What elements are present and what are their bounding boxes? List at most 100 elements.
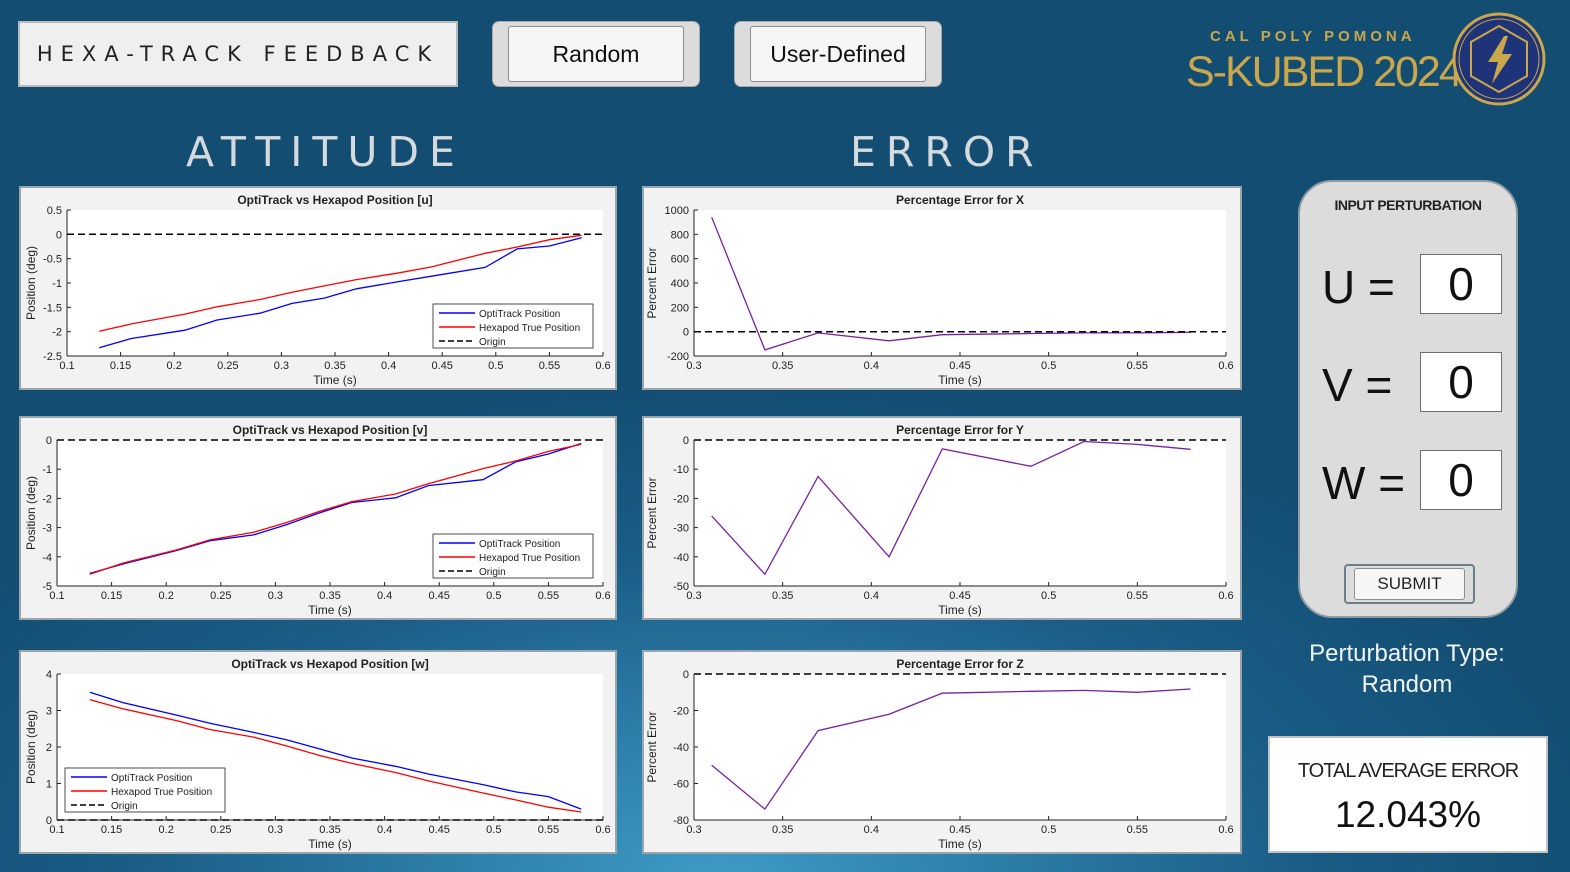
x-tick-label: 0.2 [167, 360, 182, 372]
y-tick-label: -2.5 [43, 351, 62, 363]
y-tick-label: 800 [671, 229, 689, 241]
v-input[interactable]: 0 [1420, 352, 1502, 412]
y-tick-label: 2 [46, 742, 52, 754]
x-tick-label: 0.55 [1127, 360, 1148, 372]
x-tick-label: 0.45 [949, 824, 970, 836]
chart-title: OptiTrack vs Hexapod Position [v] [233, 423, 428, 437]
y-tick-label: 0 [56, 229, 62, 241]
x-tick-label: 0.55 [1127, 824, 1148, 836]
chart-svg: 0.3 0.35 0.4 0.45 0.5 0.55 0.6 -50 -40 -30 -20 -10 0… [644, 418, 1240, 618]
x-tick-label: 0.4 [864, 824, 879, 836]
x-tick-label: 0.1 [49, 824, 64, 836]
input-perturbation-panel: INPUT PERTURBATION U = 0 V = 0 W = 0 SUB… [1298, 180, 1518, 618]
x-tick-label: 0.5 [1041, 590, 1056, 602]
random-button[interactable]: Random [508, 26, 684, 82]
x-axis-label: Time (s) [308, 837, 352, 851]
y-tick-label: -20 [673, 493, 689, 505]
x-tick-label: 0.1 [59, 360, 74, 372]
legend-entry: Origin [479, 567, 506, 578]
x-tick-label: 0.45 [428, 824, 449, 836]
x-tick-label: 0.5 [486, 590, 501, 602]
x-tick-label: 0.35 [319, 590, 340, 602]
chart-title: Percentage Error for Z [896, 657, 1023, 671]
y-tick-label: -2 [52, 327, 62, 339]
x-tick-label: 0.4 [864, 360, 879, 372]
chart-legend: OptiTrack Position Hexapod True Position O… [432, 303, 594, 349]
series-line [711, 440, 1191, 576]
submit-button[interactable]: SUBMIT [1354, 568, 1465, 600]
y-tick-label: -40 [673, 742, 689, 754]
x-tick-label: 0.35 [772, 824, 793, 836]
x-tick-label: 0.5 [1041, 824, 1056, 836]
series-line [89, 698, 582, 813]
y-axis-label: Percent Error [645, 711, 659, 782]
x-tick-label: 0.5 [1041, 360, 1056, 372]
y-tick-label: 1 [46, 779, 52, 791]
chart-title: Percentage Error for Y [896, 423, 1024, 437]
chart-title: OptiTrack vs Hexapod Position [u] [237, 193, 432, 207]
x-axis-label: Time (s) [938, 373, 982, 387]
x-tick-label: 0.3 [274, 360, 289, 372]
x-tick-label: 0.3 [686, 824, 701, 836]
y-tick-label: 600 [671, 254, 689, 266]
y-tick-label: -80 [673, 815, 689, 827]
x-tick-label: 0.55 [539, 360, 560, 372]
x-tick-label: 0.6 [1218, 360, 1233, 372]
x-tick-label: 0.45 [949, 360, 970, 372]
x-tick-label: 0.35 [319, 824, 340, 836]
error-y-chart: 0.3 0.35 0.4 0.45 0.5 0.55 0.6 -50 -40 -30 -20 -10 0… [642, 416, 1242, 620]
y-tick-label: 0 [683, 327, 689, 339]
u-input[interactable]: 0 [1420, 254, 1502, 314]
y-tick-label: 200 [671, 302, 689, 314]
x-tick-label: 0.15 [101, 590, 122, 602]
w-input[interactable]: 0 [1420, 450, 1502, 510]
w-label: W = [1322, 457, 1406, 509]
x-tick-label: 0.55 [1127, 590, 1148, 602]
total-average-error-label: TOTAL AVERAGE ERROR [1297, 760, 1519, 782]
legend-entry: Hexapod True Position [111, 787, 212, 798]
total-average-error-value: 12.043% [1334, 794, 1482, 835]
chart-svg: 0.1 0.15 0.2 0.25 0.3 0.35 0.4 0.45 0.5 0.55 0.6 -2… [21, 188, 615, 388]
x-tick-label: 0.6 [1218, 590, 1233, 602]
perturbation-type-label: Perturbation Type: [1309, 640, 1505, 667]
submit-button-frame: SUBMIT [1344, 564, 1475, 604]
x-tick-label: 0.35 [772, 360, 793, 372]
chart-title: OptiTrack vs Hexapod Position [w] [231, 657, 428, 671]
chart-svg: 0.3 0.35 0.4 0.45 0.5 0.55 0.6 -80 -60 -40 -20 0 Per… [644, 652, 1240, 852]
u-label: U = [1322, 261, 1395, 313]
x-tick-label: 0.45 [431, 360, 452, 372]
y-tick-label: -40 [673, 552, 689, 564]
total-average-error-box: TOTAL AVERAGE ERROR 12.043% [1268, 736, 1548, 853]
y-axis-label: Position (deg) [24, 710, 38, 784]
x-tick-label: 0.5 [486, 824, 501, 836]
y-tick-label: 4 [46, 669, 52, 681]
series-line [89, 443, 582, 575]
y-tick-label: -50 [673, 581, 689, 593]
x-tick-label: 0.4 [381, 360, 396, 372]
x-tick-label: 0.3 [268, 590, 283, 602]
y-tick-label: -1 [42, 464, 52, 476]
x-tick-label: 0.25 [210, 824, 231, 836]
user-defined-button-frame: User-Defined [734, 21, 942, 87]
user-defined-button[interactable]: User-Defined [750, 26, 926, 82]
y-tick-label: -5 [42, 581, 52, 593]
error-x-chart: 0.3 0.35 0.4 0.45 0.5 0.55 0.6 -200 0 200 400 600 80… [642, 186, 1242, 390]
x-axis-label: Time (s) [308, 603, 352, 617]
logo-org-text: CAL POLY POMONA [1210, 28, 1416, 45]
x-tick-label: 0.55 [538, 824, 559, 836]
x-tick-label: 0.1 [49, 590, 64, 602]
perturbation-type-value: Random [1361, 671, 1453, 698]
chart-svg: 0.1 0.15 0.2 0.25 0.3 0.35 0.4 0.45 0.5 0.55 0.6 0 1… [21, 652, 615, 852]
x-tick-label: 0.25 [217, 360, 238, 372]
x-axis-label: Time (s) [938, 837, 982, 851]
x-tick-label: 0.6 [595, 360, 610, 372]
y-axis-label: Percent Error [645, 477, 659, 548]
legend-entry: Origin [479, 337, 506, 348]
skubed-logo-icon [1452, 12, 1546, 106]
legend-entry: Hexapod True Position [479, 553, 580, 564]
y-tick-label: -4 [42, 552, 52, 564]
x-tick-label: 0.6 [595, 824, 610, 836]
x-axis-label: Time (s) [938, 603, 982, 617]
x-tick-label: 0.5 [488, 360, 503, 372]
x-tick-label: 0.4 [377, 590, 392, 602]
